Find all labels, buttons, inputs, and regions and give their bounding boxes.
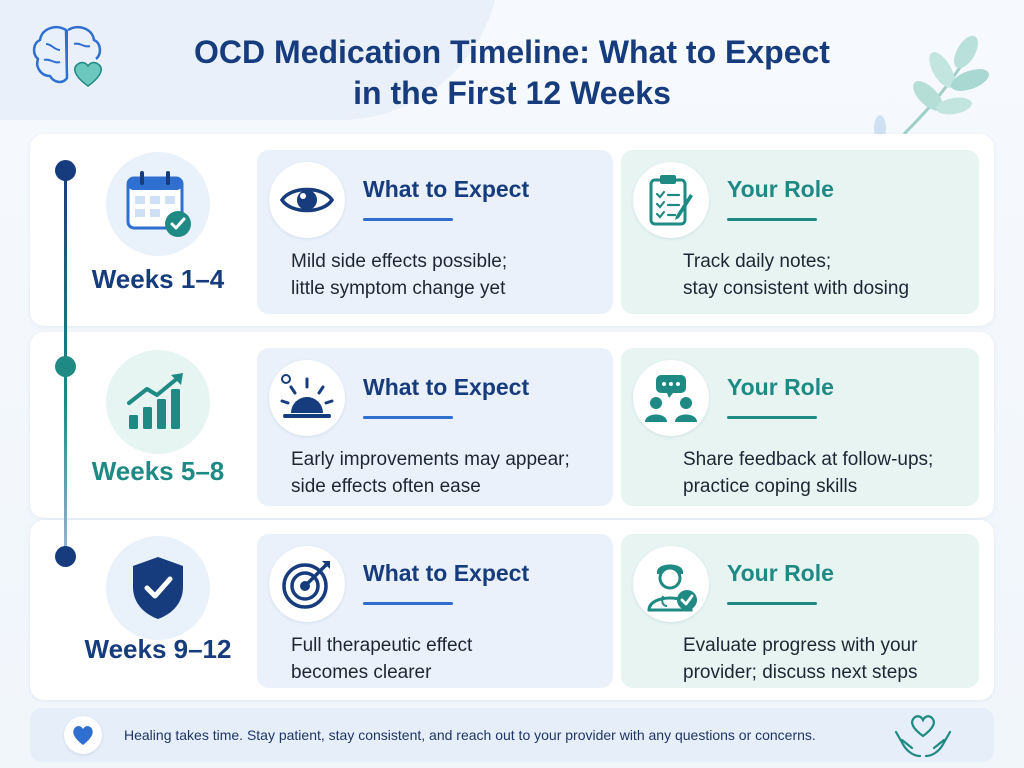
what-to-expect-card: What to Expect Early improvements may ap…: [257, 348, 613, 506]
description-line: Full therapeutic effect: [291, 635, 473, 656]
heading-underline: [363, 218, 453, 221]
eye-icon: [279, 187, 335, 213]
period-label: Weeks 9–12: [84, 634, 232, 664]
your-role-card: Your Role Share feedback at follow-ups; …: [621, 348, 979, 506]
clipboard-checklist-icon: [649, 175, 693, 226]
heading-underline: [727, 602, 817, 605]
target-icon: [282, 561, 330, 609]
card-icon-badge: [633, 162, 709, 238]
your-role-card: Your Role Evaluate progress with your pr…: [621, 534, 979, 688]
card-icon-badge: [269, 360, 345, 436]
card-icon-badge: [633, 546, 709, 622]
card-description: Share feedback at follow-ups; practice c…: [683, 446, 973, 500]
period-icon-badge: [106, 536, 210, 640]
card-icon-badge: [269, 162, 345, 238]
footer-heart-badge: [64, 716, 102, 754]
footer-message: Healing takes time. Stay patient, stay c…: [124, 727, 816, 743]
description-line: Evaluate progress with your: [683, 635, 918, 656]
card-heading: What to Expect: [363, 560, 530, 586]
footer-banner: Healing takes time. Stay patient, stay c…: [30, 708, 994, 762]
period-label: Weeks 1–4: [91, 264, 225, 294]
growth-chart-icon: [127, 373, 183, 429]
card-heading: What to Expect: [363, 374, 530, 400]
card-heading: Your Role: [727, 374, 834, 400]
hands-heart-icon: [894, 715, 952, 758]
description-line: Track daily notes;: [683, 251, 832, 272]
period-label: Weeks 5–8: [91, 456, 225, 486]
heading-underline: [363, 416, 453, 419]
heading-underline: [727, 416, 817, 419]
heading-underline: [727, 218, 817, 221]
heart-icon: [73, 726, 93, 745]
your-role-card: Your Role Track daily notes; stay consis…: [621, 150, 979, 314]
doctor-check-icon: [647, 564, 697, 612]
description-line: provider; discuss next steps: [683, 662, 918, 683]
description-line: Early improvements may appear;: [291, 449, 570, 470]
card-description: Evaluate progress with your provider; di…: [683, 632, 973, 686]
card-description: Mild side effects possible; little sympt…: [291, 248, 607, 302]
shield-check-icon: [133, 557, 183, 619]
background-shape: [0, 0, 500, 120]
card-description: Full therapeutic effect becomes clearer: [291, 632, 607, 686]
card-description: Early improvements may appear; side effe…: [291, 446, 607, 500]
what-to-expect-card: What to Expect Full therapeutic effect b…: [257, 534, 613, 688]
timeline-dot: [55, 160, 76, 181]
sunrise-icon: [280, 374, 334, 418]
conversation-people-icon: [645, 375, 697, 422]
card-icon-badge: [633, 360, 709, 436]
title-line-1: OCD Medication Timeline: What to Expect: [194, 34, 830, 70]
timeline-dot: [55, 546, 76, 567]
brain-heart-icon: [32, 26, 102, 87]
description-line: becomes clearer: [291, 662, 432, 683]
description-line: practice coping skills: [683, 476, 858, 497]
card-icon-badge: [269, 546, 345, 622]
description-line: Mild side effects possible;: [291, 251, 508, 272]
page-title: OCD Medication Timeline: What to Expect …: [140, 32, 884, 114]
what-to-expect-card: What to Expect Mild side effects possibl…: [257, 150, 613, 314]
period-icon-badge: [106, 152, 210, 256]
leaves-icon: [874, 35, 990, 141]
timeline-dot: [55, 356, 76, 377]
card-description: Track daily notes; stay consistent with …: [683, 248, 973, 302]
description-line: side effects often ease: [291, 476, 481, 497]
title-line-2: in the First 12 Weeks: [353, 75, 671, 111]
calendar-check-icon: [126, 171, 191, 237]
description-line: stay consistent with dosing: [683, 278, 910, 299]
card-heading: What to Expect: [363, 176, 530, 202]
description-line: little symptom change yet: [291, 278, 506, 299]
description-line: Share feedback at follow-ups;: [683, 449, 934, 470]
period-icon-badge: [106, 350, 210, 454]
heading-underline: [363, 602, 453, 605]
card-heading: Your Role: [727, 176, 834, 202]
card-heading: Your Role: [727, 560, 834, 586]
